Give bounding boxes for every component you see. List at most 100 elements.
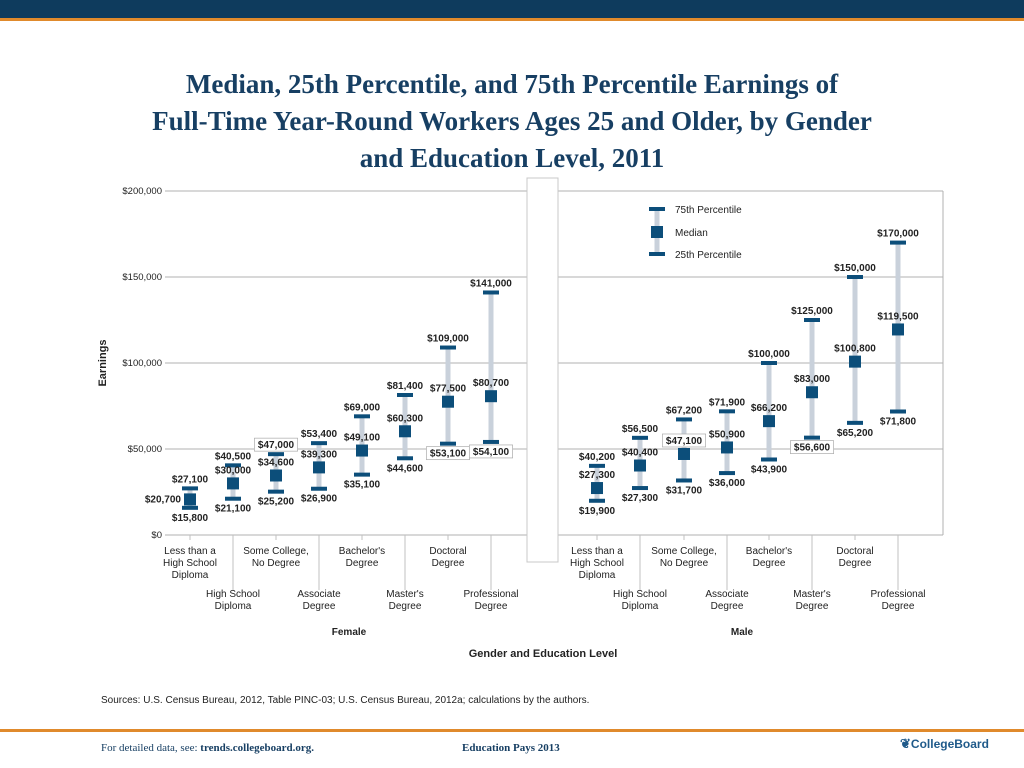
group-label: Male	[731, 627, 754, 638]
data-label: $40,200	[579, 452, 616, 463]
data-label: $19,900	[579, 506, 616, 517]
p75-cap	[268, 452, 284, 457]
p75-cap	[225, 463, 241, 468]
median-marker	[356, 444, 368, 457]
chart-title: Median, 25th Percentile, and 75th Percen…	[0, 66, 1024, 177]
median-marker	[184, 493, 196, 506]
data-label-box	[254, 437, 298, 452]
p25-cap	[311, 486, 327, 491]
title-line: and Education Level, 2011	[359, 143, 665, 173]
legend-p75-icon	[649, 207, 665, 211]
category-label: Degree	[346, 558, 379, 569]
p75-cap	[847, 275, 863, 279]
p25-cap	[804, 435, 820, 440]
top-accent-line	[0, 18, 1024, 21]
category-label: High School	[570, 558, 624, 569]
category-label: Degree	[432, 558, 465, 569]
p25-cap	[225, 496, 241, 501]
data-label: $81,400	[387, 381, 424, 392]
data-label: $53,400	[301, 429, 338, 440]
y-axis-title: Earnings	[97, 339, 109, 386]
top-bar	[0, 0, 1024, 18]
p25-cap	[890, 409, 906, 414]
category-label: Master's	[386, 589, 423, 600]
p25-cap	[847, 420, 863, 425]
data-label: $109,000	[427, 334, 469, 345]
category-label: Master's	[793, 589, 830, 600]
category-label: High School	[613, 589, 667, 600]
p75-cap	[440, 345, 456, 350]
category-label: High School	[163, 558, 217, 569]
median-marker	[485, 390, 497, 403]
data-label-box	[469, 444, 513, 459]
acorn-icon: ❦	[900, 736, 911, 751]
data-label: $77,500	[430, 384, 467, 395]
category-label: Associate	[297, 589, 341, 600]
legend-p25-icon	[649, 252, 665, 256]
category-label: Diploma	[622, 601, 659, 612]
category-label: Bachelor's	[339, 546, 385, 557]
median-marker	[892, 323, 904, 336]
p25-cap	[632, 486, 648, 491]
median-marker	[806, 386, 818, 399]
footer-link[interactable]: trends.collegeboard.org.	[200, 742, 315, 754]
title-line: Full-Time Year-Round Workers Ages 25 and…	[152, 106, 872, 136]
median-marker	[270, 469, 282, 482]
data-label: $66,200	[751, 403, 788, 414]
category-label: Less than a	[164, 546, 216, 557]
median-marker	[721, 441, 733, 454]
category-label: Professional	[463, 589, 518, 600]
median-marker	[313, 461, 325, 474]
median-marker	[849, 355, 861, 368]
data-label: $60,300	[387, 413, 424, 424]
data-label: $35,100	[344, 480, 381, 491]
data-label: $53,100	[430, 449, 467, 460]
data-label: $141,000	[470, 278, 512, 289]
p75-cap	[676, 417, 692, 422]
median-marker	[634, 459, 646, 472]
data-label: $47,000	[258, 440, 295, 451]
data-label: $21,100	[215, 504, 252, 515]
p25-cap	[761, 457, 777, 462]
category-label: Bachelor's	[746, 546, 792, 557]
category-label: Degree	[389, 601, 422, 612]
data-label: $25,200	[258, 497, 295, 508]
logo-text: CollegeBoard	[910, 737, 989, 751]
data-label: $39,300	[301, 449, 338, 460]
data-label: $36,000	[709, 478, 746, 489]
data-label: $80,700	[473, 378, 510, 389]
median-marker	[763, 415, 775, 428]
data-label: $43,900	[751, 464, 788, 475]
x-axis-title: Gender and Education Level	[469, 648, 618, 660]
median-marker	[678, 447, 690, 460]
y-tick-label: $100,000	[122, 358, 162, 369]
median-marker	[442, 395, 454, 408]
median-marker	[227, 477, 239, 490]
category-label: No Degree	[660, 558, 709, 569]
y-tick-label: $150,000	[122, 272, 162, 283]
legend-label: 25th Percentile	[675, 250, 742, 261]
p25-cap	[719, 471, 735, 476]
category-label: Degree	[303, 601, 336, 612]
p75-cap	[890, 240, 906, 245]
collegeboard-logo: ❦CollegeBoard	[900, 736, 989, 752]
y-tick-label: $0	[151, 530, 162, 541]
group-label: Female	[332, 627, 367, 638]
data-label: $100,000	[748, 349, 790, 360]
legend-label: 75th Percentile	[675, 205, 742, 216]
data-label: $119,500	[877, 311, 919, 322]
data-label: $83,000	[794, 374, 831, 385]
category-label: Degree	[882, 601, 915, 612]
data-label: $49,100	[344, 433, 381, 444]
axis-break	[526, 177, 559, 563]
p25-cap	[483, 439, 499, 444]
data-label: $65,200	[837, 428, 874, 439]
data-label-box	[790, 440, 834, 454]
title-line: Median, 25th Percentile, and 75th Percen…	[185, 69, 839, 99]
category-label: Less than a	[571, 546, 623, 557]
p75-cap	[311, 441, 327, 446]
footer-accent-line	[0, 729, 1024, 732]
sources-note: Sources: U.S. Census Bureau, 2012, Table…	[101, 695, 590, 706]
data-label: $40,500	[215, 451, 252, 462]
